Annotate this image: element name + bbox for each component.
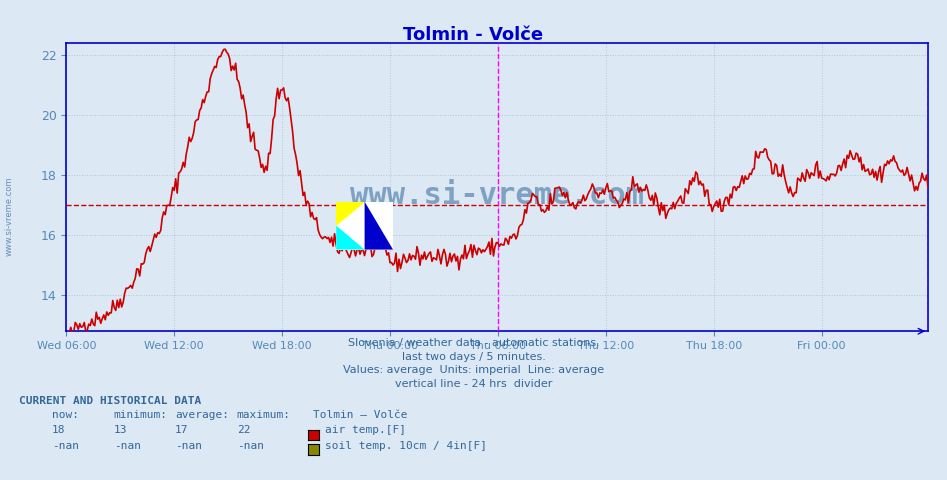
Text: -nan: -nan (114, 441, 141, 451)
Polygon shape (365, 202, 393, 250)
Text: now:: now: (52, 410, 80, 420)
Polygon shape (336, 202, 365, 226)
Text: Slovenia / weather data - automatic stations.: Slovenia / weather data - automatic stat… (348, 338, 599, 348)
Text: Values: average  Units: imperial  Line: average: Values: average Units: imperial Line: av… (343, 365, 604, 375)
Text: Tolmin – Volče: Tolmin – Volče (313, 410, 407, 420)
Text: -nan: -nan (237, 441, 264, 451)
Text: 17: 17 (175, 425, 188, 435)
Text: soil temp. 10cm / 4in[F]: soil temp. 10cm / 4in[F] (325, 441, 487, 451)
Text: www.si-vreme.com: www.si-vreme.com (5, 176, 14, 256)
Text: -nan: -nan (52, 441, 80, 451)
Text: 18: 18 (52, 425, 65, 435)
Text: CURRENT AND HISTORICAL DATA: CURRENT AND HISTORICAL DATA (19, 396, 201, 406)
Text: vertical line - 24 hrs  divider: vertical line - 24 hrs divider (395, 379, 552, 389)
Text: -nan: -nan (175, 441, 203, 451)
Text: maximum:: maximum: (237, 410, 291, 420)
Text: 22: 22 (237, 425, 250, 435)
Text: average:: average: (175, 410, 229, 420)
Text: air temp.[F]: air temp.[F] (325, 425, 406, 435)
Text: minimum:: minimum: (114, 410, 168, 420)
Text: Tolmin - Volče: Tolmin - Volče (403, 26, 544, 45)
Text: last two days / 5 minutes.: last two days / 5 minutes. (402, 352, 545, 362)
Text: 13: 13 (114, 425, 127, 435)
Polygon shape (336, 226, 365, 250)
Text: www.si-vreme.com: www.si-vreme.com (350, 181, 644, 210)
